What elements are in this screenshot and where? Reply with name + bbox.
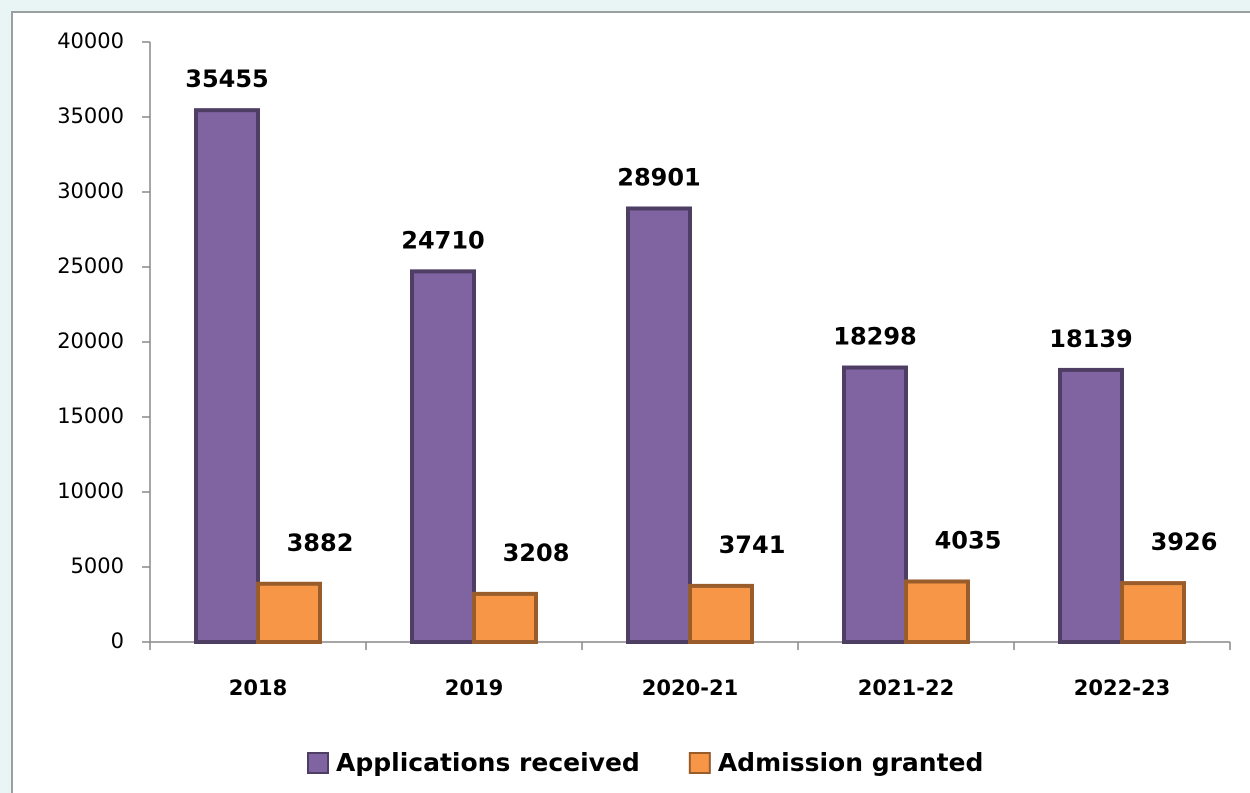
bar [1058,367,1124,644]
y-tick-label: 25000 [57,254,124,278]
bar [410,269,476,644]
data-label: 3882 [287,529,354,557]
y-tick-label: 35000 [57,104,124,128]
x-tick-label: 2018 [229,676,287,700]
legend-swatch [307,752,329,774]
bar [1120,581,1186,644]
bar [626,206,692,645]
data-label: 4035 [935,526,1002,554]
x-tick-label: 2019 [445,676,503,700]
y-tick-label: 30000 [57,179,124,203]
data-label: 3926 [1151,528,1218,556]
y-tick-label: 15000 [57,404,124,428]
data-label: 3208 [503,539,570,567]
y-tick-label: 40000 [57,29,124,53]
x-tick-label: 2020-21 [642,676,738,700]
legend-swatch [688,752,711,774]
bar [842,365,908,644]
data-label: 35455 [185,65,269,93]
bar [904,579,970,644]
legend-label: Admission granted [718,748,984,777]
bar [472,591,538,645]
legend-label: Applications received [336,748,640,777]
x-tick-label: 2021-22 [858,676,954,700]
data-label: 28901 [617,163,701,191]
data-label: 18298 [833,323,917,351]
y-tick-label: 0 [111,629,124,653]
bar [688,583,754,645]
data-label: 3741 [719,531,786,559]
y-tick-label: 10000 [57,479,124,503]
bar [194,108,260,645]
y-tick-label: 20000 [57,329,124,353]
y-tick-label: 5000 [71,554,124,578]
bar [256,581,322,645]
data-label: 24710 [401,226,485,254]
data-label: 18139 [1049,325,1133,353]
x-tick-label: 2022-23 [1074,676,1170,700]
